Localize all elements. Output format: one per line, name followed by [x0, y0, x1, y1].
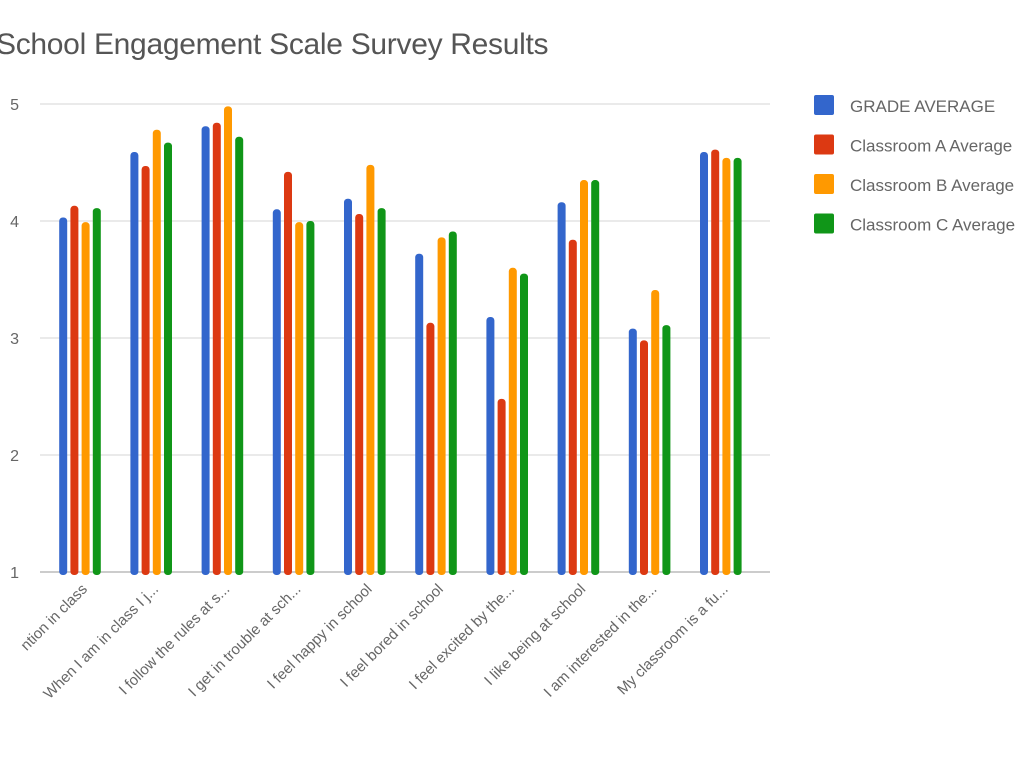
bar-classroom-c-average — [306, 221, 315, 575]
x-tick-label: ntion in class — [17, 581, 90, 654]
legend-swatch — [814, 174, 834, 194]
bar-grade-average — [272, 209, 281, 576]
y-tick-label: 2 — [10, 448, 19, 465]
y-tick-label: 4 — [10, 214, 19, 231]
bar-classroom-c-average — [164, 142, 172, 576]
y-tick-label: 1 — [10, 565, 19, 582]
bar-classroom-a-average — [640, 340, 648, 575]
bar-classroom-b-average — [580, 180, 588, 576]
bar-classroom-b-average — [224, 106, 232, 575]
y-tick-label: 3 — [10, 331, 19, 348]
bar-grade-average — [344, 198, 352, 575]
bar-classroom-a-average — [355, 213, 364, 576]
bar-classroom-c-average — [662, 325, 671, 575]
bar-grade-average — [557, 202, 566, 575]
legend-label: Classroom C Average — [850, 216, 1015, 235]
bar-classroom-a-average — [141, 166, 150, 575]
bar-classroom-c-average — [448, 231, 457, 575]
bar-classroom-b-average — [366, 164, 375, 575]
bar-classroom-b-average — [508, 267, 517, 575]
chart-title: School Engagement Scale Survey Results — [0, 28, 549, 61]
bar-classroom-a-average — [284, 171, 292, 576]
bar-grade-average — [700, 151, 708, 575]
y-tick-label: 5 — [10, 97, 19, 114]
bar-classroom-c-average — [377, 208, 386, 575]
bar-classroom-b-average — [81, 222, 90, 576]
bar-grade-average — [415, 253, 424, 575]
bar-grade-average — [486, 316, 495, 575]
bar-classroom-c-average — [520, 273, 528, 575]
bar-classroom-a-average — [426, 322, 435, 575]
bar-classroom-b-average — [722, 157, 731, 575]
bar-classroom-a-average — [212, 122, 221, 575]
bar-classroom-a-average — [70, 205, 79, 576]
legend-swatch — [814, 134, 834, 155]
bar-classroom-a-average — [568, 239, 577, 575]
bar-grade-average — [59, 217, 68, 576]
bar-classroom-a-average — [497, 398, 506, 575]
bar-classroom-b-average — [651, 290, 660, 575]
legend-label: Classroom A Average — [850, 137, 1012, 156]
bar-grade-average — [201, 126, 210, 575]
bar-classroom-b-average — [437, 237, 446, 575]
legend-swatch — [814, 213, 834, 234]
bar-classroom-c-average — [235, 136, 244, 575]
legend-label: Classroom B Average — [850, 176, 1014, 195]
legend-swatch — [814, 95, 834, 115]
x-tick-label: When I am in class I j... — [40, 581, 162, 703]
bar-grade-average — [628, 328, 637, 575]
bar-classroom-a-average — [711, 149, 720, 575]
bar-classroom-b-average — [295, 222, 304, 576]
bar-classroom-b-average — [152, 129, 161, 576]
legend-label: GRADE AVERAGE — [850, 97, 995, 116]
bar-classroom-c-average — [733, 157, 742, 575]
bar-classroom-c-average — [591, 180, 600, 576]
bar-grade-average — [130, 151, 139, 575]
bar-classroom-c-average — [92, 208, 101, 575]
